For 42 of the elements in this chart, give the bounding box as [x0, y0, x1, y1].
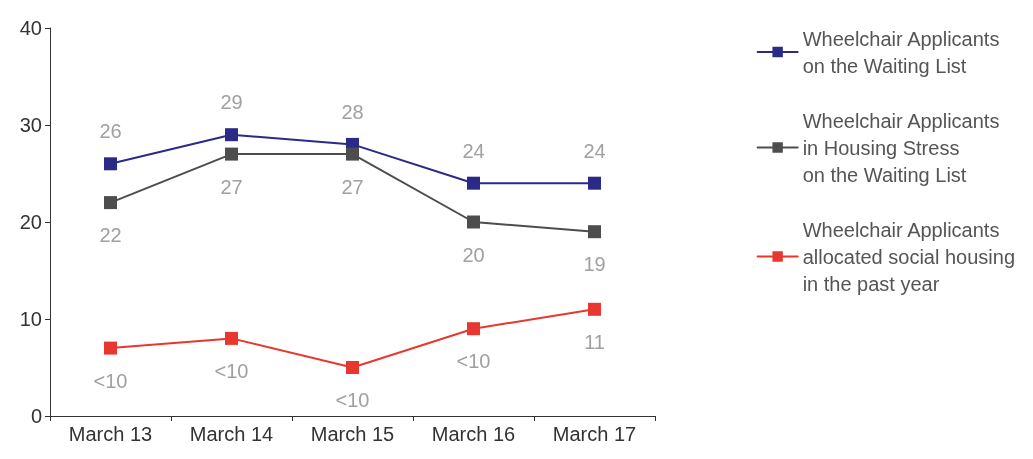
y-tick-label: 10: [19, 308, 42, 330]
point: [225, 331, 238, 345]
x-tick-label: March 14: [189, 423, 274, 445]
point: [467, 322, 480, 336]
data-label: 19: [583, 253, 606, 276]
point: [346, 147, 359, 161]
data-label: <10: [335, 389, 370, 411]
data-label: <10: [214, 359, 249, 382]
point: [467, 215, 480, 229]
data-label: 24: [462, 139, 485, 162]
legend-label: Wheelchair Applicants allocated social housing in the past year: [802, 218, 1016, 295]
point: [588, 302, 601, 316]
point: [225, 128, 238, 142]
data-label: 27: [220, 175, 243, 198]
x-tick-label: March 15: [310, 423, 395, 445]
data-label: 28: [341, 100, 364, 123]
data-label: 11: [584, 330, 605, 353]
x-tick-label: March 13: [68, 423, 153, 445]
x-tick-label: March 17: [552, 423, 637, 445]
point: [225, 147, 238, 161]
data-label: 24: [583, 139, 606, 162]
data-label: <10: [456, 350, 491, 373]
point: [104, 341, 117, 355]
data-label: 22: [99, 224, 122, 247]
point: [588, 225, 601, 239]
y-tick-label: 20: [19, 211, 42, 233]
y-tick-label: 30: [19, 114, 42, 136]
point: [467, 176, 480, 190]
legend-label: Wheelchair Applicants on the Waiting List: [802, 27, 1000, 77]
data-label: 29: [220, 91, 243, 114]
data-label: 26: [99, 120, 122, 143]
point: [104, 157, 117, 171]
x-tick-label: March 16: [431, 423, 516, 445]
data-label: 20: [462, 243, 485, 266]
point: [588, 176, 601, 190]
y-tick-label: 40: [19, 17, 42, 39]
y-tick-label: 0: [30, 405, 42, 427]
legend-label: Wheelchair Applicants in Housing Stress on the Waiting List: [802, 109, 1000, 186]
point: [104, 196, 117, 210]
data-label: 27: [341, 175, 364, 198]
data-label: <10: [93, 369, 128, 392]
point: [346, 361, 359, 374]
